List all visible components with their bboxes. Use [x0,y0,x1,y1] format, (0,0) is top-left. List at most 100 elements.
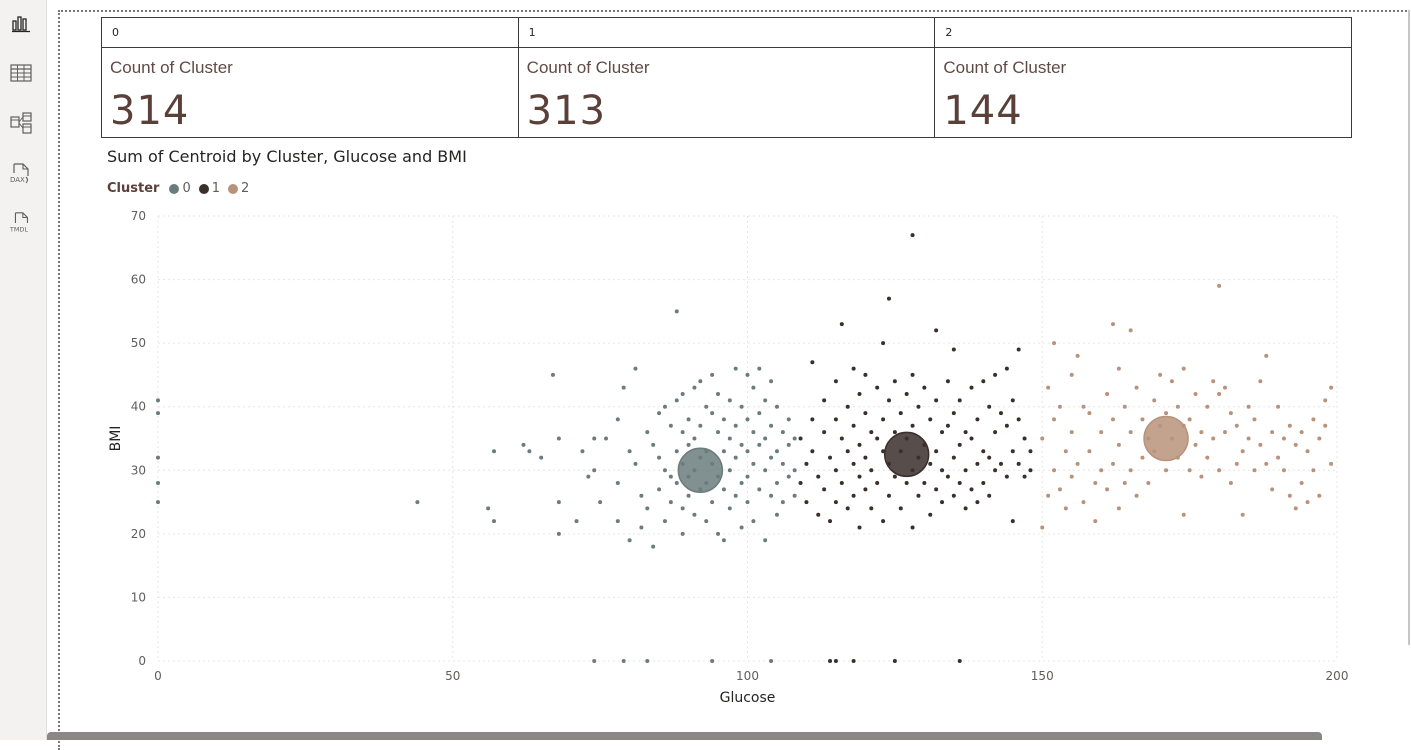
data-point-cluster-1[interactable] [1004,474,1009,479]
data-point-cluster-1[interactable] [1028,449,1033,454]
data-point-cluster-2[interactable] [1099,430,1104,435]
data-point-cluster-0[interactable] [657,411,662,416]
data-point-cluster-0[interactable] [156,481,160,485]
data-point-cluster-0[interactable] [698,379,703,384]
data-point-cluster-2[interactable] [1205,404,1210,409]
data-point-cluster-0[interactable] [574,519,579,524]
data-point-cluster-2[interactable] [1281,436,1286,441]
table-view-icon[interactable] [9,61,33,85]
data-point-cluster-1[interactable] [1010,398,1015,403]
data-point-cluster-1[interactable] [892,474,897,479]
data-point-cluster-0[interactable] [769,659,774,663]
data-point-cluster-0[interactable] [674,309,679,314]
data-point-cluster-1[interactable] [845,404,850,409]
data-point-cluster-1[interactable] [969,487,974,492]
data-point-cluster-2[interactable] [1158,372,1163,377]
data-point-cluster-0[interactable] [751,430,756,435]
data-point-cluster-0[interactable] [769,493,774,498]
data-point-cluster-2[interactable] [1211,379,1216,384]
data-point-cluster-2[interactable] [1081,500,1086,505]
data-point-cluster-2[interactable] [1287,493,1292,498]
data-point-cluster-1[interactable] [833,659,838,663]
data-point-cluster-1[interactable] [845,506,850,511]
data-point-cluster-1[interactable] [951,347,956,352]
data-point-cluster-0[interactable] [710,659,715,663]
data-point-cluster-1[interactable] [910,423,915,428]
data-point-cluster-0[interactable] [521,442,526,447]
data-point-cluster-0[interactable] [757,366,762,371]
data-point-cluster-1[interactable] [928,461,933,466]
data-point-cluster-1[interactable] [839,322,844,327]
data-point-cluster-0[interactable] [527,449,532,454]
data-point-cluster-1[interactable] [993,430,998,435]
data-point-cluster-1[interactable] [922,385,927,390]
data-point-cluster-1[interactable] [957,442,962,447]
data-point-cluster-0[interactable] [556,531,561,536]
data-point-cluster-0[interactable] [604,436,609,441]
data-point-cluster-0[interactable] [739,525,744,530]
data-point-cluster-2[interactable] [1329,461,1334,466]
data-point-cluster-1[interactable] [869,468,874,473]
data-point-cluster-1[interactable] [969,436,974,441]
data-point-cluster-1[interactable] [940,500,945,505]
data-point-cluster-1[interactable] [804,500,809,505]
data-point-cluster-2[interactable] [1040,525,1045,530]
data-point-cluster-0[interactable] [492,519,497,524]
data-point-cluster-0[interactable] [769,423,774,428]
data-point-cluster-2[interactable] [1075,461,1080,466]
data-point-cluster-1[interactable] [881,417,886,422]
data-point-cluster-1[interactable] [875,436,880,441]
data-point-cluster-2[interactable] [1323,423,1328,428]
data-point-cluster-1[interactable] [828,519,833,524]
data-point-cluster-1[interactable] [857,442,862,447]
data-point-cluster-0[interactable] [769,379,774,384]
data-point-cluster-1[interactable] [875,481,880,485]
data-point-cluster-0[interactable] [721,538,726,543]
data-point-cluster-1[interactable] [981,449,986,454]
data-point-cluster-0[interactable] [680,392,685,396]
data-point-cluster-2[interactable] [1211,436,1216,441]
data-point-cluster-0[interactable] [550,372,555,377]
data-point-cluster-2[interactable] [1252,417,1257,422]
data-point-cluster-1[interactable] [934,487,939,492]
data-point-cluster-0[interactable] [598,500,603,505]
data-point-cluster-0[interactable] [592,468,597,473]
data-point-cluster-2[interactable] [1046,385,1051,390]
data-point-cluster-0[interactable] [674,449,679,454]
data-point-cluster-0[interactable] [657,487,662,492]
data-point-cluster-2[interactable] [1069,474,1074,479]
data-point-cluster-1[interactable] [828,659,833,663]
data-point-cluster-2[interactable] [1057,404,1062,409]
data-point-cluster-0[interactable] [645,506,650,511]
data-point-cluster-2[interactable] [1164,411,1169,416]
data-point-cluster-0[interactable] [686,493,691,498]
data-point-cluster-1[interactable] [857,525,862,530]
report-view-icon[interactable] [9,11,33,35]
data-point-cluster-0[interactable] [639,525,644,530]
data-point-cluster-1[interactable] [851,659,856,663]
data-point-cluster-0[interactable] [662,404,667,409]
data-point-cluster-2[interactable] [1057,487,1062,492]
data-point-cluster-1[interactable] [975,500,980,505]
data-point-cluster-2[interactable] [1187,468,1192,473]
data-point-cluster-0[interactable] [757,442,762,447]
legend-item-2[interactable]: 2 [228,181,249,196]
data-point-cluster-1[interactable] [1010,519,1015,524]
data-point-cluster-0[interactable] [580,449,585,454]
data-point-cluster-0[interactable] [674,398,679,403]
data-point-cluster-0[interactable] [739,481,744,485]
data-point-cluster-2[interactable] [1052,417,1057,422]
data-point-cluster-1[interactable] [922,481,927,485]
data-point-cluster-2[interactable] [1217,468,1222,473]
data-point-cluster-1[interactable] [998,411,1003,416]
dax-query-view-icon[interactable]: DAX [9,162,33,186]
data-point-cluster-0[interactable] [757,487,762,492]
cluster-card-0[interactable]: 0 Count of Cluster 314 [102,18,519,137]
data-point-cluster-1[interactable] [810,449,815,454]
data-point-cluster-1[interactable] [892,659,897,663]
legend-item-0[interactable]: 0 [169,181,191,196]
data-point-cluster-0[interactable] [698,423,703,428]
data-point-cluster-0[interactable] [710,372,715,377]
data-point-cluster-0[interactable] [786,442,791,447]
data-point-cluster-0[interactable] [627,538,632,543]
